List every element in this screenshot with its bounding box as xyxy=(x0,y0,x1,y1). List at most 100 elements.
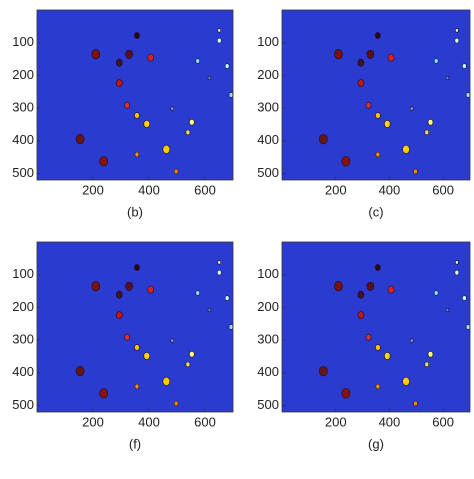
y-tick-label: 400 xyxy=(257,364,279,379)
panel-caption: (c) xyxy=(368,204,383,219)
y-tick-label: 500 xyxy=(257,165,279,180)
y-tick-label: 300 xyxy=(257,100,279,115)
blob xyxy=(424,129,430,136)
blob xyxy=(334,281,343,292)
x-tick-label: 200 xyxy=(325,414,347,429)
blob xyxy=(195,58,201,64)
blob xyxy=(228,324,234,330)
x-tick-label: 400 xyxy=(379,414,401,429)
blob xyxy=(116,290,123,299)
blob xyxy=(433,290,439,296)
x-tick-label: 400 xyxy=(379,182,401,197)
image-area xyxy=(282,242,470,412)
blob xyxy=(383,120,391,128)
y-tick-label: 100 xyxy=(257,34,279,49)
blob xyxy=(134,112,140,119)
blob xyxy=(124,333,130,341)
blob xyxy=(189,350,195,358)
blob xyxy=(455,28,459,33)
y-tick-label: 200 xyxy=(257,299,279,314)
y-tick-label: 400 xyxy=(257,132,279,147)
blob xyxy=(462,63,467,69)
blob xyxy=(375,32,381,39)
axes-frame xyxy=(281,241,471,413)
blob xyxy=(116,58,123,67)
blob xyxy=(91,281,101,292)
blob xyxy=(402,376,410,386)
blob xyxy=(189,118,195,126)
blob xyxy=(357,311,365,319)
blob xyxy=(217,28,222,33)
blob xyxy=(357,79,365,87)
blob xyxy=(228,92,234,98)
x-tick-label: 200 xyxy=(325,182,347,197)
blob xyxy=(173,400,179,407)
blob xyxy=(224,295,230,301)
blob xyxy=(125,281,133,291)
blob xyxy=(116,79,123,87)
blob xyxy=(170,338,175,343)
blob xyxy=(143,351,151,360)
blob xyxy=(124,101,130,109)
blob xyxy=(173,168,179,175)
blob xyxy=(75,134,85,145)
y-tick-label: 500 xyxy=(257,397,279,412)
x-tick-label: 400 xyxy=(138,182,160,197)
y-tick-label: 400 xyxy=(12,132,34,147)
blob xyxy=(383,351,391,360)
blob xyxy=(427,118,434,126)
blob xyxy=(125,49,133,59)
panel-caption: (f) xyxy=(129,436,141,451)
blob xyxy=(465,92,471,98)
blob xyxy=(445,75,450,81)
blob xyxy=(99,156,108,167)
y-tick-label: 300 xyxy=(12,100,34,115)
y-tick-label: 200 xyxy=(257,67,279,82)
y-tick-label: 300 xyxy=(257,332,279,347)
blob xyxy=(413,168,418,175)
axes-frame xyxy=(36,9,234,181)
blob xyxy=(341,388,351,399)
blob xyxy=(375,264,381,271)
blob xyxy=(365,101,372,109)
blob xyxy=(207,307,212,313)
blob xyxy=(413,400,418,407)
blob xyxy=(402,144,410,154)
panel-caption: (b) xyxy=(127,204,143,219)
blob xyxy=(319,134,328,145)
y-tick-label: 200 xyxy=(12,67,34,82)
y-tick-label: 500 xyxy=(12,397,34,412)
blob xyxy=(427,350,434,358)
blob xyxy=(185,129,191,136)
panel-caption: (g) xyxy=(368,436,384,451)
x-tick-label: 200 xyxy=(82,182,104,197)
blob xyxy=(409,338,414,343)
x-tick-label: 600 xyxy=(432,182,454,197)
y-tick-label: 100 xyxy=(12,34,34,49)
blob xyxy=(143,120,151,128)
blob xyxy=(216,37,222,44)
blob xyxy=(387,53,395,62)
blob xyxy=(433,58,439,64)
blob xyxy=(224,63,230,69)
blob xyxy=(116,311,123,319)
image-area xyxy=(37,242,233,412)
blob xyxy=(195,290,201,296)
x-tick-label: 600 xyxy=(194,182,216,197)
y-tick-label: 300 xyxy=(12,332,34,347)
blob xyxy=(465,324,471,330)
blob xyxy=(162,376,171,386)
blob xyxy=(319,366,328,377)
blob xyxy=(375,344,381,351)
blob xyxy=(357,58,365,67)
blob xyxy=(424,361,430,368)
blob xyxy=(334,49,343,60)
blob xyxy=(375,151,381,158)
blob xyxy=(134,32,140,39)
blob xyxy=(217,260,222,265)
y-tick-label: 500 xyxy=(12,165,34,180)
blob xyxy=(99,388,108,399)
image-area xyxy=(37,10,233,180)
axes-frame xyxy=(36,241,234,413)
blob xyxy=(341,156,351,167)
